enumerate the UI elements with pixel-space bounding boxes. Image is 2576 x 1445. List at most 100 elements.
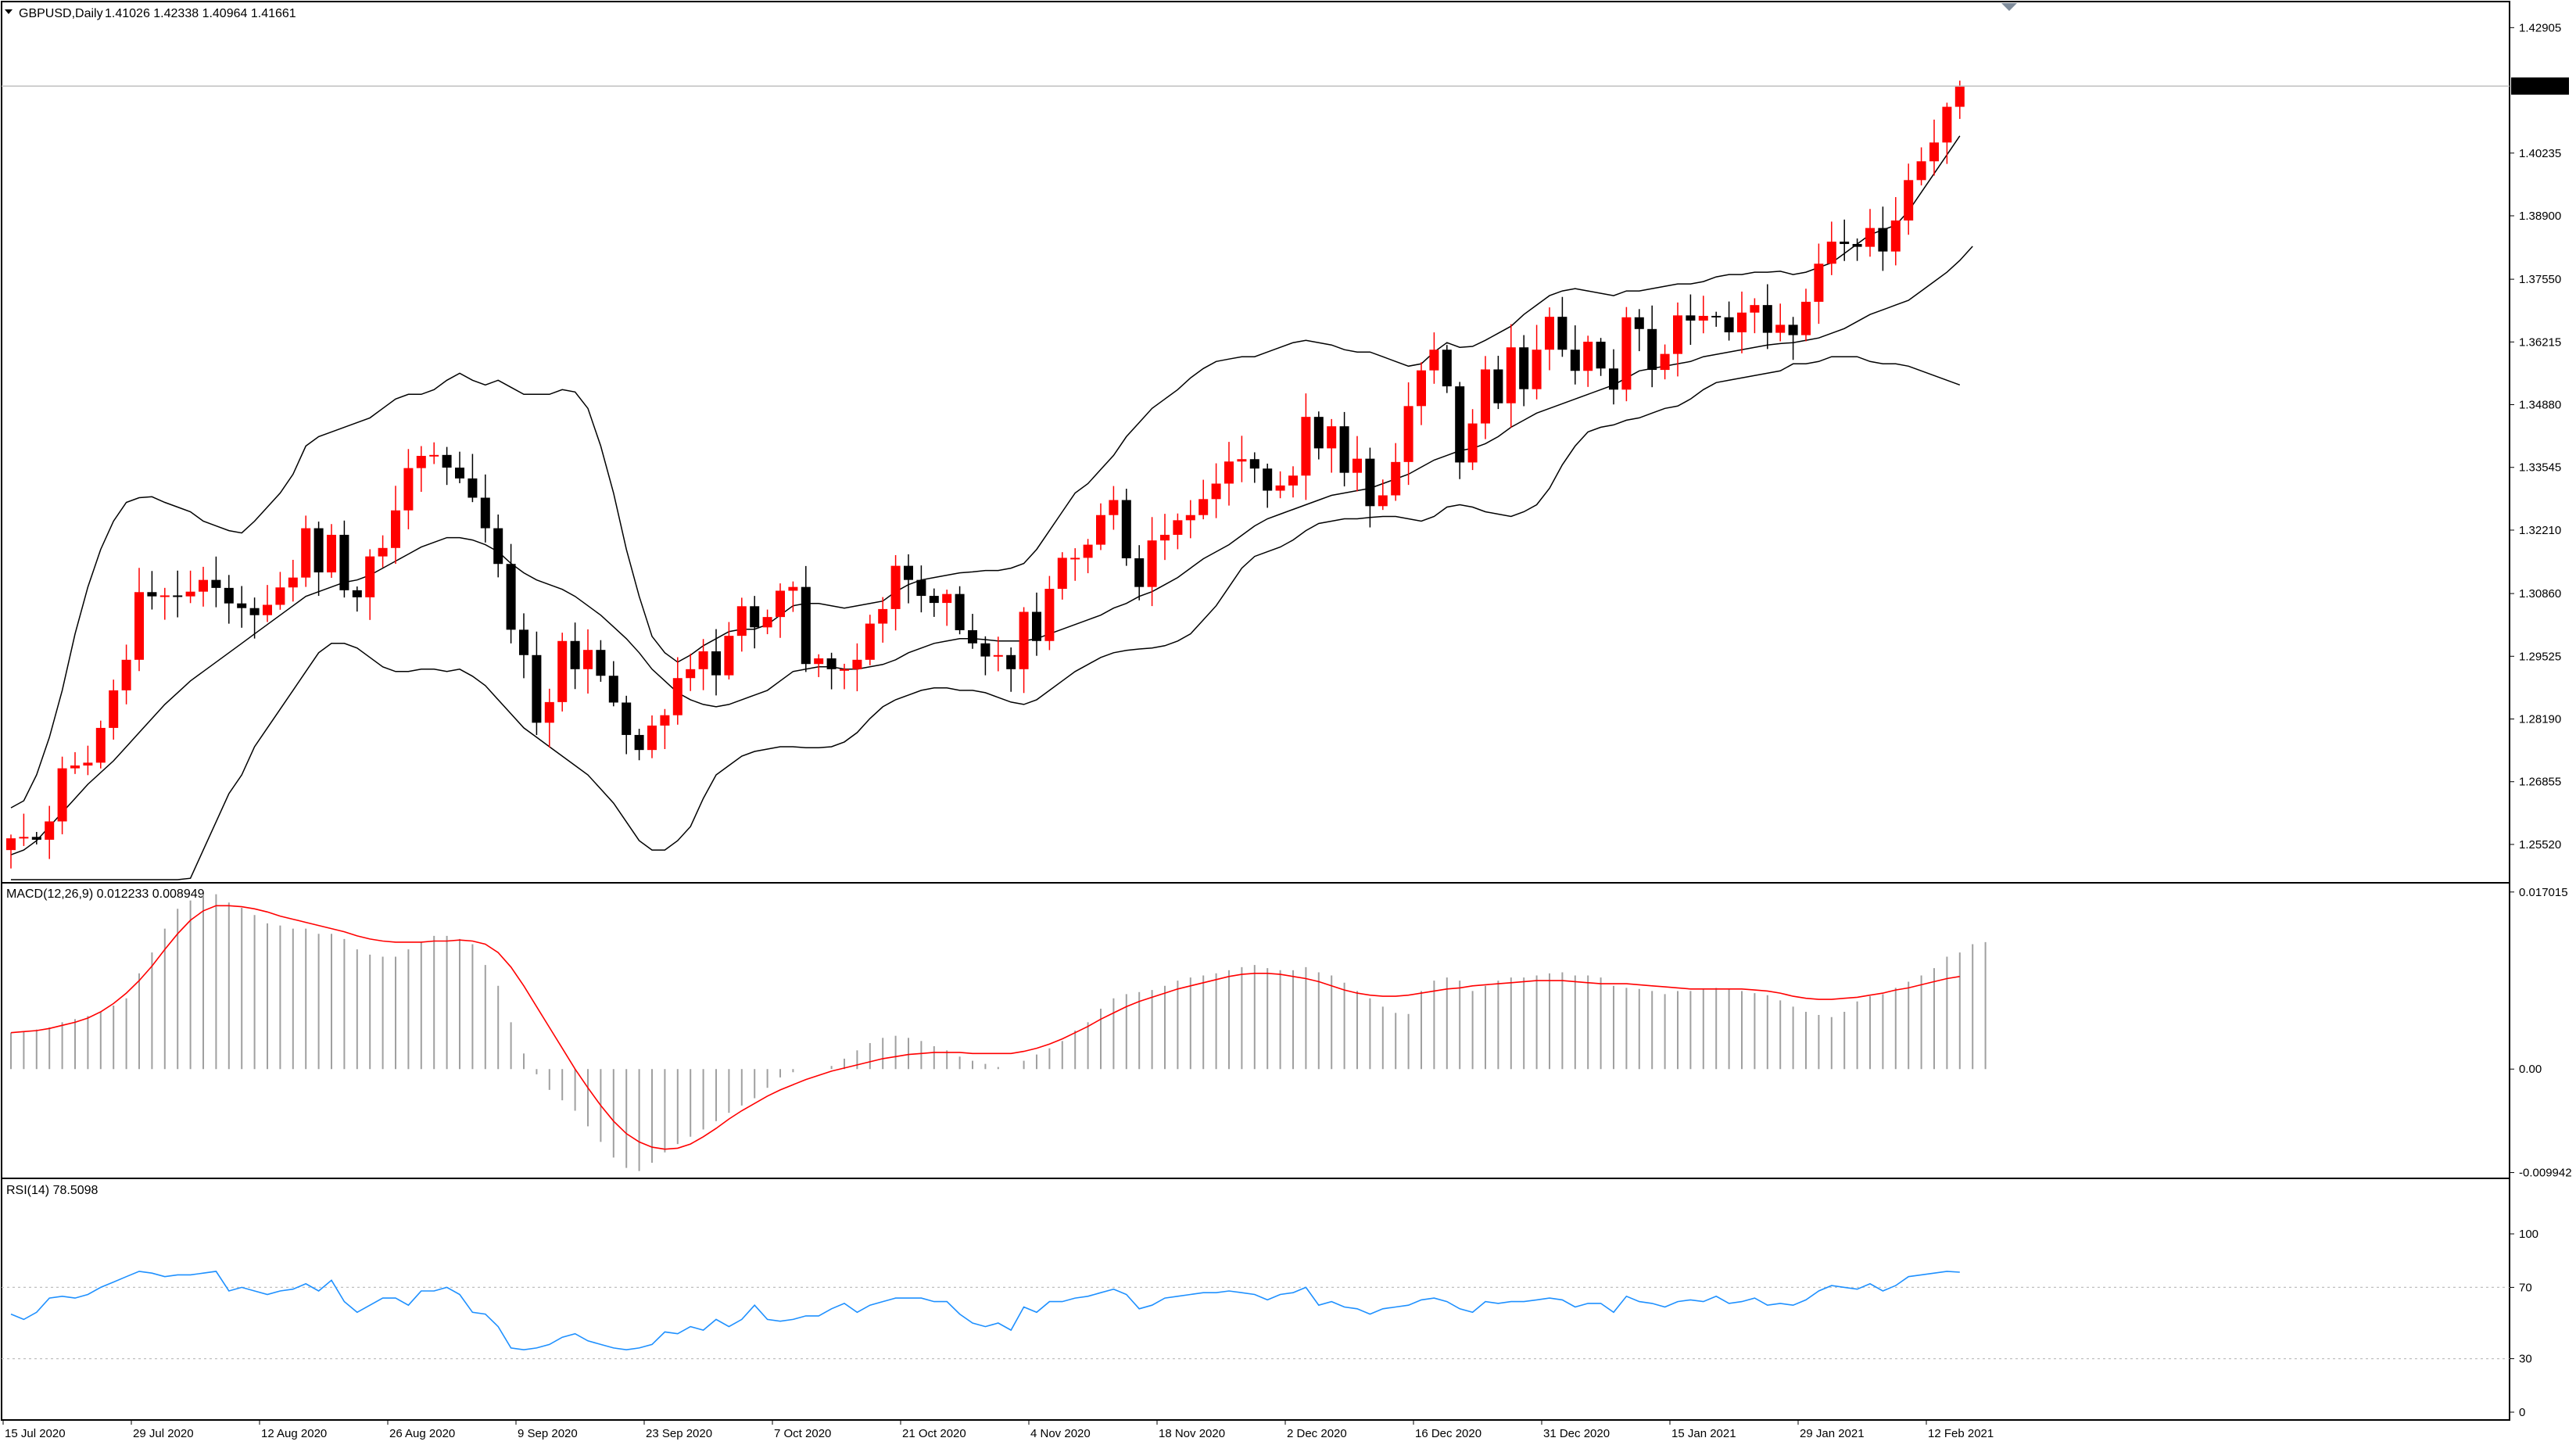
macd-caption: MACD(12,26,9) 0.012233 0.008949 [6,887,205,901]
time-tick-label: 18 Nov 2020 [1159,1427,1225,1440]
candle [1942,102,1952,164]
candle [288,559,298,602]
candle-body [1378,495,1388,507]
candle-body [1762,305,1772,333]
candle-body [1826,242,1836,264]
time-tick-label: 4 Nov 2020 [1030,1427,1091,1440]
candle-body [750,606,760,628]
candle-body [31,837,41,840]
candle [1352,436,1362,492]
candle-body [801,586,811,665]
candle-body [199,579,208,592]
candle-body [6,838,16,851]
candle-body [1224,461,1234,484]
candle [1801,289,1811,342]
candle [1481,356,1490,439]
candle-body [929,596,939,604]
candle-body [1006,654,1016,669]
candle-body [263,604,272,615]
candle [1519,335,1529,407]
candle [647,715,657,758]
price-tick-label: 1.29525 [2519,650,2561,663]
candle-body [608,676,618,703]
candle-body [736,606,747,636]
candle [1788,317,1798,360]
candle [211,556,221,608]
candle [301,515,311,587]
rsi-tick-label: 0 [2519,1406,2525,1419]
candle-body [1929,142,1939,162]
time-tick-label: 31 Dec 2020 [1543,1427,1610,1440]
candle-body [1467,423,1478,463]
candle-body [532,654,542,723]
candle-body [904,565,913,580]
candle [1429,332,1439,384]
bb-lower-line [11,356,1961,880]
current-price-label: 1.41661 [2516,80,2558,93]
candle-body [1032,611,1041,641]
candle [750,596,760,649]
candle-body [1019,611,1029,669]
candle [327,524,336,578]
candle [1237,436,1247,482]
candle [1711,311,1722,327]
candle [1737,291,1747,353]
candle-body [1942,106,1952,143]
candle [1609,349,1618,405]
candle [1211,463,1221,518]
candle [1673,302,1682,377]
candle [365,549,375,620]
time-tick-label: 12 Aug 2020 [261,1427,327,1440]
candle-body [391,510,400,548]
price-tick-label: 1.42905 [2519,21,2561,34]
candle-body [1301,417,1311,476]
candle [1865,209,1875,257]
candle-body [237,603,247,608]
candle [852,643,862,692]
candle [70,751,80,774]
candle-body [403,468,414,511]
bb-upper-line [10,135,1961,809]
candle [403,449,414,529]
candle-body [1724,317,1734,332]
time-tick-label: 7 Oct 2020 [774,1427,831,1440]
candle-body [1840,242,1850,245]
candle [480,474,490,543]
macd-tick-label: 0.017015 [2519,886,2568,899]
macd-tick-label: -0.009942 [2519,1167,2572,1180]
candle-body [83,762,93,766]
candle [147,571,157,610]
candle-body [557,640,568,702]
pane-frames [1,1,2510,1421]
candle [109,679,119,740]
candle [1198,479,1209,520]
candle [173,570,183,618]
candle-body [711,651,721,676]
candle-body [1788,324,1798,335]
candle [275,572,285,610]
time-tick-label: 15 Jan 2021 [1671,1427,1736,1440]
time-tick-label: 26 Aug 2020 [389,1427,455,1440]
candle-body [942,593,952,604]
candle-body [1532,350,1542,389]
candle-body [224,587,234,604]
candle [1391,443,1401,501]
candle [532,631,542,735]
candle [1044,575,1055,651]
candle [660,708,670,749]
triangle-down-icon[interactable] [5,9,13,14]
current-price-line: 1.41661 [2,77,2569,95]
candle-body [1698,315,1708,321]
price-tick-label: 1.38900 [2519,210,2561,223]
candle [955,586,965,635]
candle [1557,296,1567,357]
candle [1852,238,1862,261]
candle [993,636,1003,672]
candle [814,654,824,677]
candle-body [1711,315,1722,317]
candle [391,486,400,565]
candle [199,566,208,607]
chart-shift-icon[interactable] [2001,3,2017,11]
candle-body [378,547,388,557]
candlesticks [6,81,1965,869]
